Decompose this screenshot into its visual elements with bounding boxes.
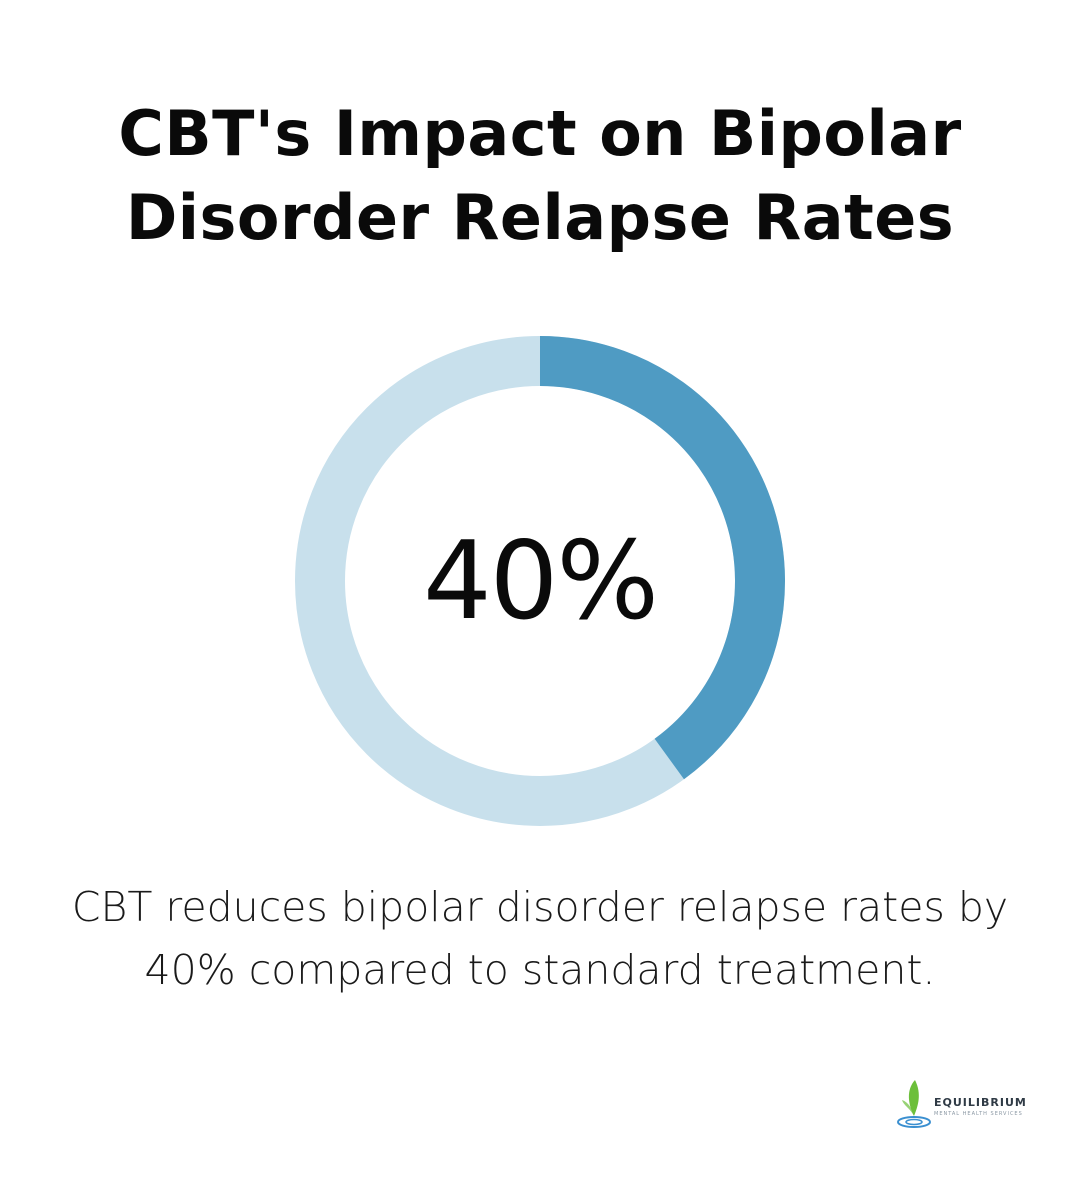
title-line-2: Disorder Relapse Rates bbox=[125, 181, 955, 254]
leaf-water-icon bbox=[897, 1080, 931, 1128]
equilibrium-logo: EQUILIBRIUM MENTAL HEALTH SERVICES bbox=[896, 1076, 1036, 1132]
page-title: CBT's Impact on Bipolar Disorder Relapse… bbox=[40, 92, 1040, 260]
caption-line-2: 40% compared to standard treatment. bbox=[144, 946, 936, 994]
logo-name: EQUILIBRIUM bbox=[934, 1096, 1027, 1109]
center-value-label: 40% bbox=[422, 518, 659, 644]
donut-chart: 40% bbox=[295, 336, 785, 826]
caption: CBT reduces bipolar disorder relapse rat… bbox=[30, 876, 1050, 1002]
title-line-1: CBT's Impact on Bipolar bbox=[118, 97, 962, 170]
donut-chart-svg bbox=[295, 336, 785, 826]
donut-value-arc bbox=[539, 336, 785, 780]
logo-tagline: MENTAL HEALTH SERVICES bbox=[934, 1111, 1023, 1117]
caption-line-1: CBT reduces bipolar disorder relapse rat… bbox=[71, 883, 1009, 931]
